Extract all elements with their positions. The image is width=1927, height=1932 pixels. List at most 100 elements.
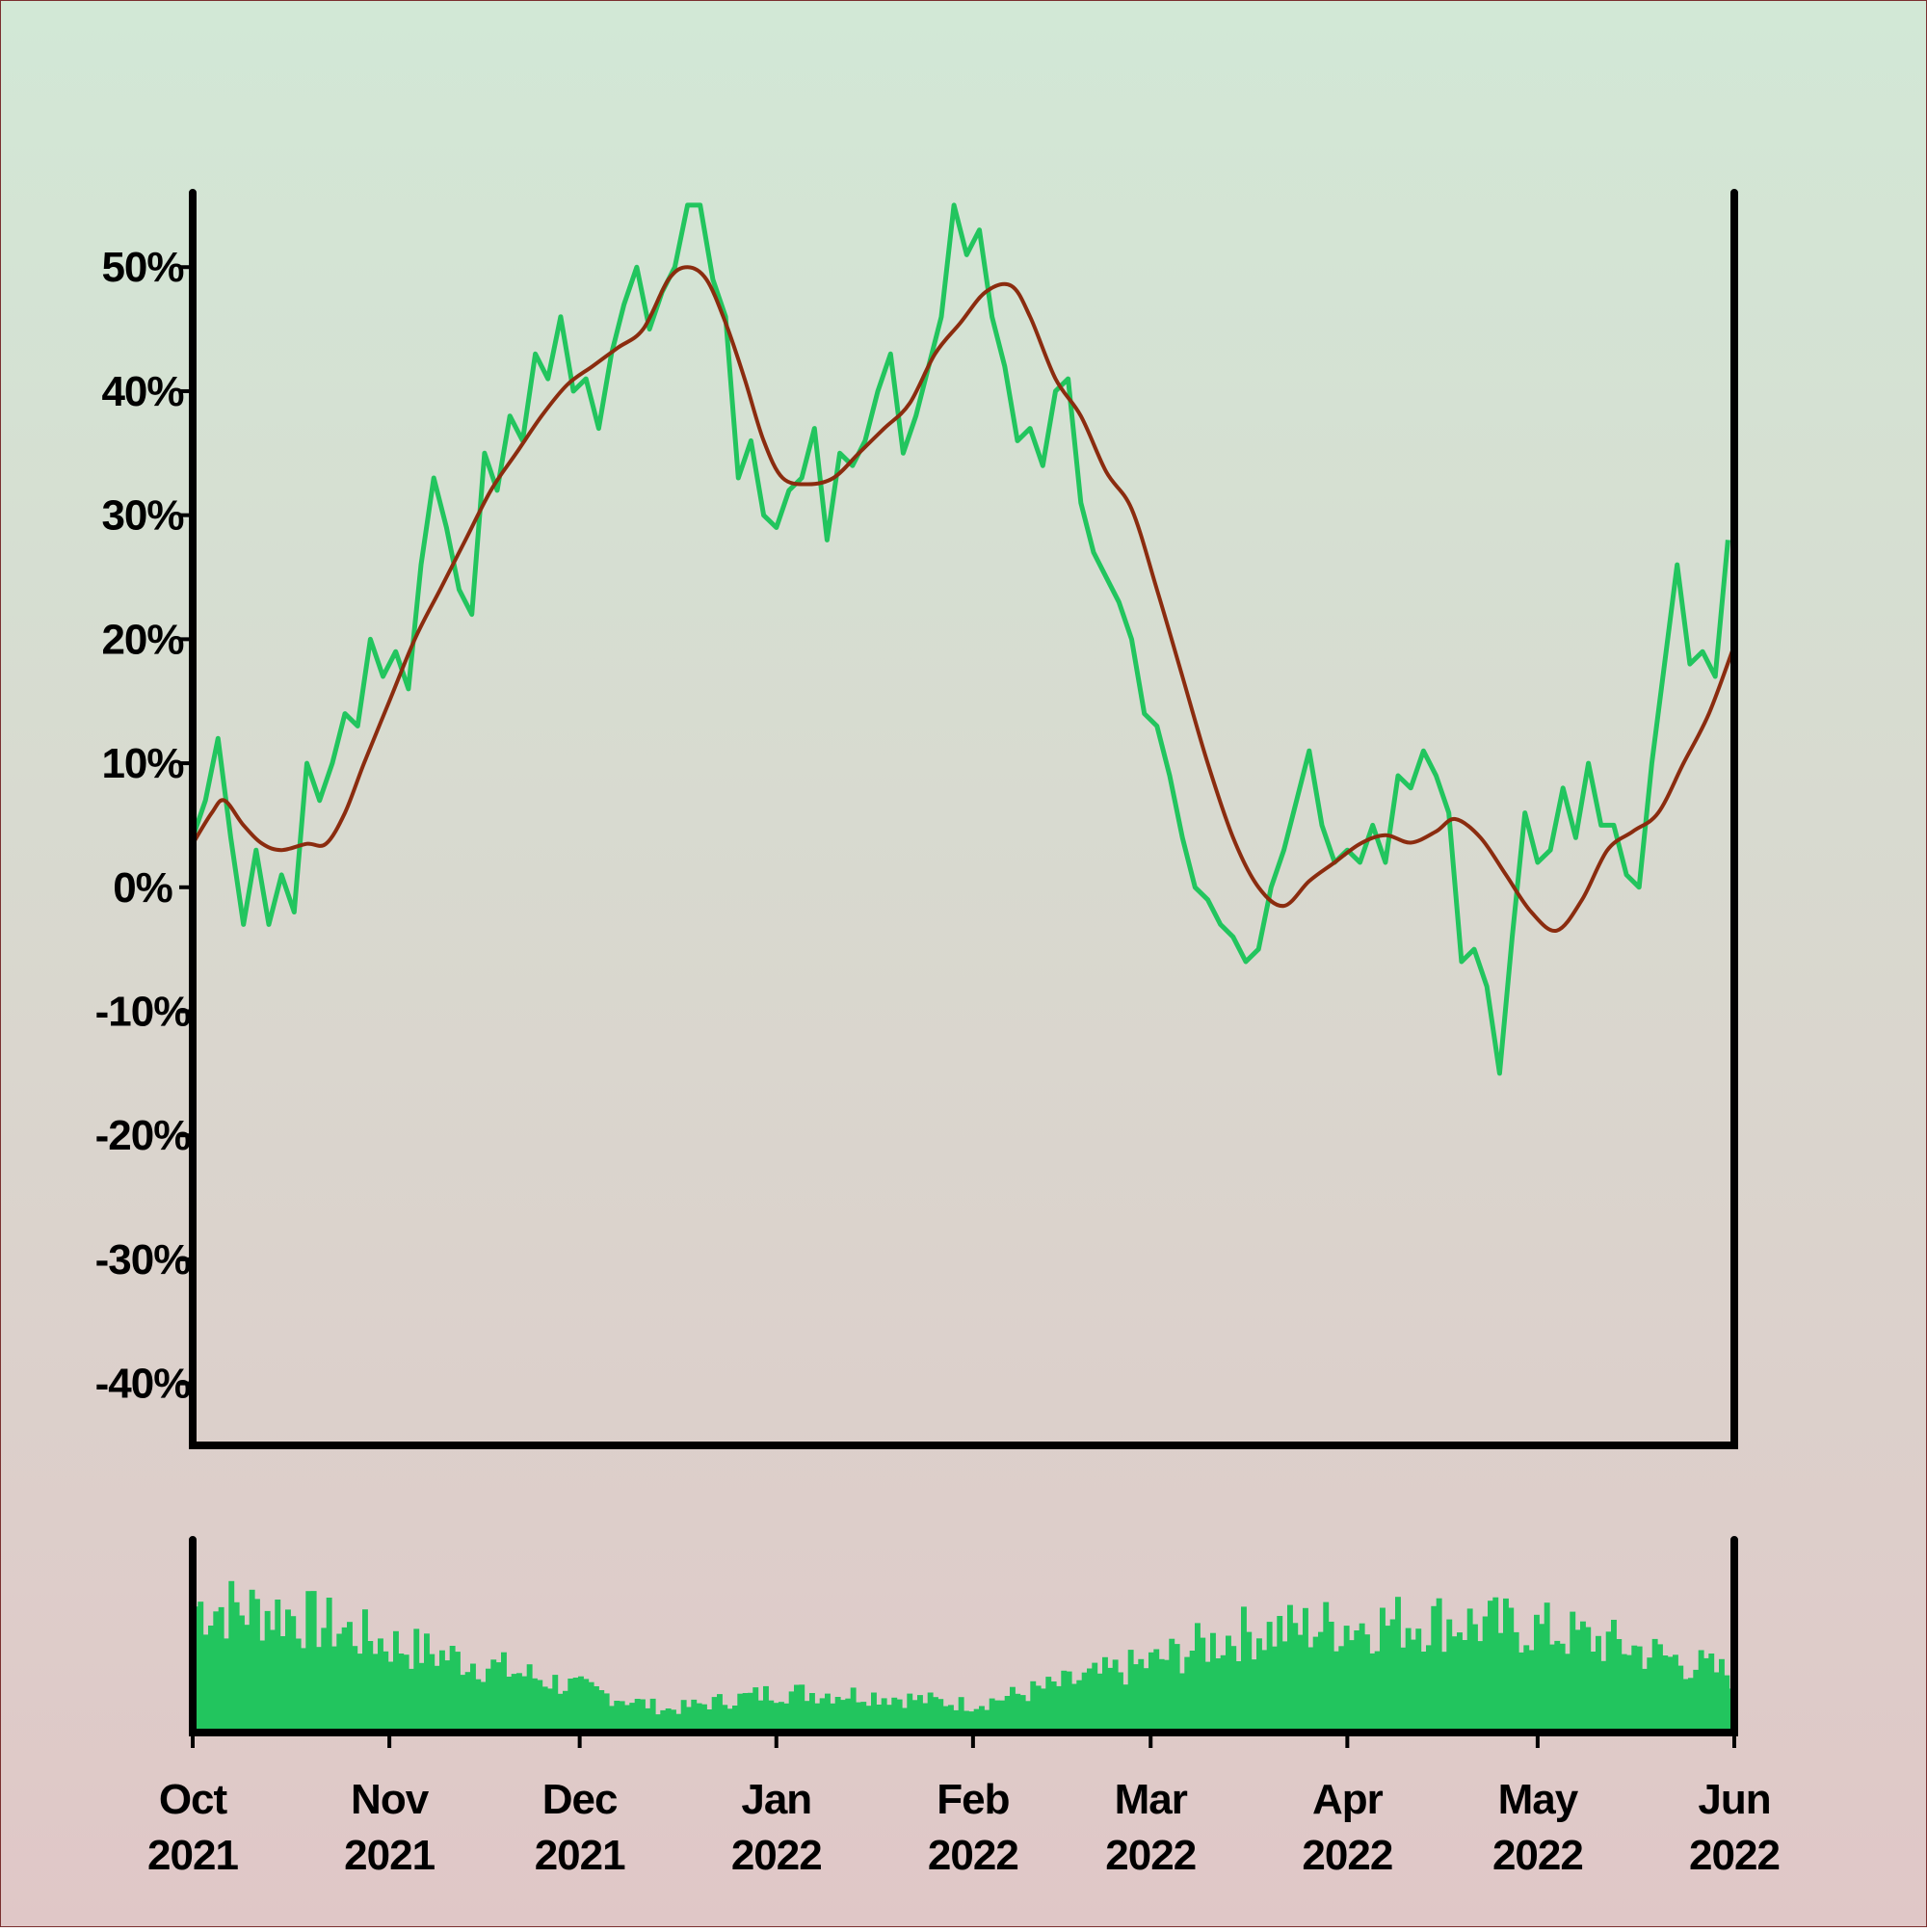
volume-bar bbox=[911, 1700, 918, 1733]
y-tick-label: -10% bbox=[95, 989, 191, 1036]
volume-bar bbox=[198, 1601, 204, 1733]
volume-bar bbox=[671, 1709, 676, 1733]
volume-bar bbox=[1554, 1640, 1561, 1733]
volume-bar bbox=[773, 1703, 779, 1733]
volume-bar bbox=[1374, 1651, 1381, 1733]
volume-bar bbox=[1488, 1601, 1493, 1733]
volume-panel-frame bbox=[189, 1536, 1738, 1736]
volume-bar bbox=[1667, 1656, 1674, 1733]
volume-bar bbox=[1071, 1683, 1077, 1733]
volume-bar bbox=[506, 1677, 513, 1733]
volume-bar bbox=[1328, 1622, 1334, 1733]
volume-bar bbox=[1446, 1619, 1453, 1733]
x-tick-month-label: Apr bbox=[1312, 1776, 1384, 1823]
volume-bar bbox=[701, 1704, 707, 1733]
volume-bar bbox=[1420, 1652, 1427, 1733]
volume-bar bbox=[1651, 1638, 1658, 1733]
volume-bar bbox=[1349, 1640, 1355, 1733]
volume-bar bbox=[228, 1580, 235, 1733]
volume-bar bbox=[640, 1699, 646, 1733]
volume-bar bbox=[1528, 1650, 1535, 1733]
price-panel: 50% 40% 30% 20% 10% 0% -10% -20% -30% -40% bbox=[95, 189, 1738, 1449]
volume-bar bbox=[948, 1705, 954, 1733]
volume-bar bbox=[660, 1709, 667, 1733]
y-tick-label: 0% bbox=[113, 864, 172, 912]
volume-bar bbox=[1482, 1616, 1489, 1733]
volume-bar bbox=[1626, 1654, 1632, 1733]
volume-bar bbox=[1261, 1650, 1268, 1733]
volume-bar bbox=[1107, 1667, 1114, 1733]
volume-bar bbox=[779, 1702, 784, 1733]
x-tick-year-label: 2021 bbox=[147, 1832, 238, 1879]
volume-bar bbox=[1549, 1644, 1555, 1733]
volume-bar bbox=[356, 1654, 363, 1733]
volume-bar bbox=[464, 1672, 471, 1733]
volume-bar bbox=[290, 1616, 297, 1733]
volume-bar bbox=[999, 1700, 1006, 1733]
volume-bar bbox=[1343, 1626, 1350, 1733]
volume-bar bbox=[1266, 1622, 1273, 1733]
volume-bar bbox=[213, 1611, 220, 1733]
x-tick-month-label: Jan bbox=[741, 1776, 811, 1823]
volume-bar bbox=[1354, 1630, 1360, 1733]
volume-bar bbox=[516, 1673, 522, 1733]
volume-bar bbox=[557, 1693, 564, 1733]
volume-bar bbox=[922, 1703, 929, 1733]
volume-bar bbox=[994, 1700, 1000, 1733]
volume-bar bbox=[1164, 1659, 1170, 1733]
volume-bar bbox=[1272, 1646, 1278, 1733]
x-tick-year-label: 2022 bbox=[1105, 1832, 1196, 1879]
volume-bar bbox=[1611, 1620, 1617, 1733]
volume-bar bbox=[378, 1638, 383, 1733]
volume-bar bbox=[726, 1708, 733, 1733]
price-series-line bbox=[190, 202, 1730, 1076]
x-tick-year-label: 2022 bbox=[1492, 1832, 1583, 1879]
y-tick-label: 30% bbox=[101, 492, 183, 540]
volume-bar bbox=[722, 1705, 728, 1733]
volume-bar bbox=[568, 1679, 574, 1733]
volume-bar bbox=[814, 1703, 821, 1733]
volume-bar bbox=[480, 1681, 487, 1733]
volume-bar bbox=[259, 1640, 266, 1733]
volume-bar bbox=[1195, 1623, 1201, 1733]
volume-bar bbox=[429, 1654, 436, 1733]
volume-bar bbox=[649, 1698, 656, 1733]
volume-bar bbox=[537, 1680, 543, 1733]
volume-bar bbox=[444, 1660, 451, 1733]
volume-bar bbox=[748, 1692, 753, 1733]
volume-bar bbox=[881, 1698, 887, 1733]
volume-bar bbox=[917, 1695, 923, 1733]
volume-bar bbox=[1076, 1680, 1083, 1733]
volume-bar bbox=[1513, 1631, 1519, 1733]
volume-bar bbox=[1230, 1646, 1237, 1733]
volume-bar bbox=[1657, 1644, 1663, 1733]
volume-bar bbox=[1518, 1652, 1524, 1733]
volume-bar bbox=[1724, 1675, 1730, 1733]
volume-bar bbox=[783, 1703, 790, 1733]
volume-bar bbox=[249, 1589, 255, 1733]
volume-bar bbox=[603, 1693, 610, 1733]
volume-bar bbox=[614, 1701, 620, 1733]
volume-bar bbox=[742, 1693, 749, 1733]
volume-bar bbox=[295, 1638, 302, 1733]
volume-bar bbox=[680, 1700, 687, 1733]
volume-bars bbox=[193, 1580, 1735, 1733]
volume-bar bbox=[1338, 1646, 1345, 1733]
volume-bar bbox=[984, 1709, 990, 1733]
volume-bar bbox=[979, 1706, 985, 1733]
volume-bar bbox=[1200, 1637, 1206, 1733]
volume-bar bbox=[1698, 1650, 1704, 1733]
volume-bar bbox=[665, 1708, 672, 1733]
volume-bar bbox=[1534, 1614, 1540, 1733]
volume-bar bbox=[629, 1703, 636, 1733]
x-tick-month-label: May bbox=[1498, 1776, 1579, 1823]
volume-bar bbox=[1158, 1658, 1165, 1733]
volume-bar bbox=[1523, 1645, 1530, 1733]
volume-bar bbox=[1451, 1636, 1458, 1733]
volume-bar bbox=[279, 1636, 286, 1733]
volume-bar bbox=[1210, 1632, 1216, 1733]
volume-bar bbox=[737, 1693, 744, 1733]
volume-bar bbox=[634, 1699, 641, 1733]
y-tick-label: -40% bbox=[95, 1361, 191, 1408]
x-tick-month-label: Jun bbox=[1698, 1776, 1770, 1823]
